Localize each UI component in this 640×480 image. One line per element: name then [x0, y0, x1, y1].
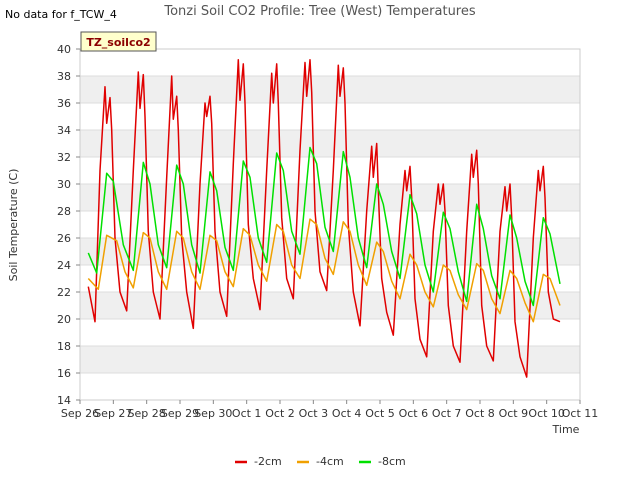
y-tick-label: 24: [57, 259, 71, 272]
grid-band: [80, 76, 580, 103]
series-tag-label: TZ_soilco2: [86, 36, 150, 49]
x-tick-label: Oct 1: [232, 407, 262, 420]
legend: -2cm -4cm -8cm: [235, 455, 406, 468]
series-line-2cmcm: [87, 59, 561, 378]
y-tick-label: 18: [57, 340, 71, 353]
legend-label: -4cm: [316, 455, 344, 468]
series-tag-box: [80, 31, 157, 52]
x-tick-label: Oct 2: [265, 407, 295, 420]
series-tag: TZ_soilco2: [80, 31, 157, 52]
series-line-4cmcm: [87, 218, 561, 323]
y-tick-label: 26: [57, 232, 71, 245]
grid-band: [80, 184, 580, 211]
y-tick-label: 16: [57, 367, 71, 380]
x-tick-label: Oct 10: [528, 407, 565, 420]
x-tick-label: Oct 4: [332, 407, 362, 420]
x-tick-label: Oct 8: [465, 407, 495, 420]
series-line-8cmcm: [87, 146, 561, 307]
y-tick-label: 30: [57, 178, 71, 191]
x-tick-label: Sep 28: [128, 407, 166, 420]
legend-label: -8cm: [378, 455, 406, 468]
y-tick-label: 40: [57, 43, 71, 56]
x-tick-label: Oct 7: [432, 407, 462, 420]
plot-frame: [79, 48, 581, 401]
x-tick-label: Oct 9: [499, 407, 529, 420]
chart-title: Tonzi Soil CO2 Profile: Tree (West) Temp…: [163, 4, 476, 19]
x-tick-label: Oct 11: [562, 407, 599, 420]
grid-band: [80, 346, 580, 373]
y-tick-label: 14: [57, 394, 71, 407]
axes: [79, 48, 581, 401]
x-tick-label: Sep 30: [194, 407, 232, 420]
plot-background: [80, 49, 580, 400]
x-tick-label: Oct 5: [365, 407, 395, 420]
x-tick-label: Sep 26: [61, 407, 99, 420]
x-tick-label: Sep 27: [94, 407, 132, 420]
y-tick-label: 38: [57, 70, 71, 83]
y-tick-label: 36: [57, 97, 71, 110]
y-tick-labels: 14 16 18 20 22 24 26 28 30 32 34 36 38 40: [57, 43, 80, 407]
y-tick-label: 22: [57, 286, 71, 299]
x-tick-label: Oct 6: [399, 407, 429, 420]
x-tick-label: Sep 29: [161, 407, 199, 420]
y-tick-label: 32: [57, 151, 71, 164]
x-tick-label: Oct 3: [299, 407, 329, 420]
legend-label: -2cm: [254, 455, 282, 468]
series-lines: [87, 59, 561, 378]
y-tick-label: 34: [57, 124, 71, 137]
no-data-note: No data for f_TCW_4: [5, 8, 117, 21]
y-tick-label: 28: [57, 205, 71, 218]
grid-band: [80, 130, 580, 157]
y-axis-label: Soil Temperature (C): [7, 169, 20, 282]
y-tick-label: 20: [57, 313, 71, 326]
x-axis-label: Time: [552, 423, 580, 436]
